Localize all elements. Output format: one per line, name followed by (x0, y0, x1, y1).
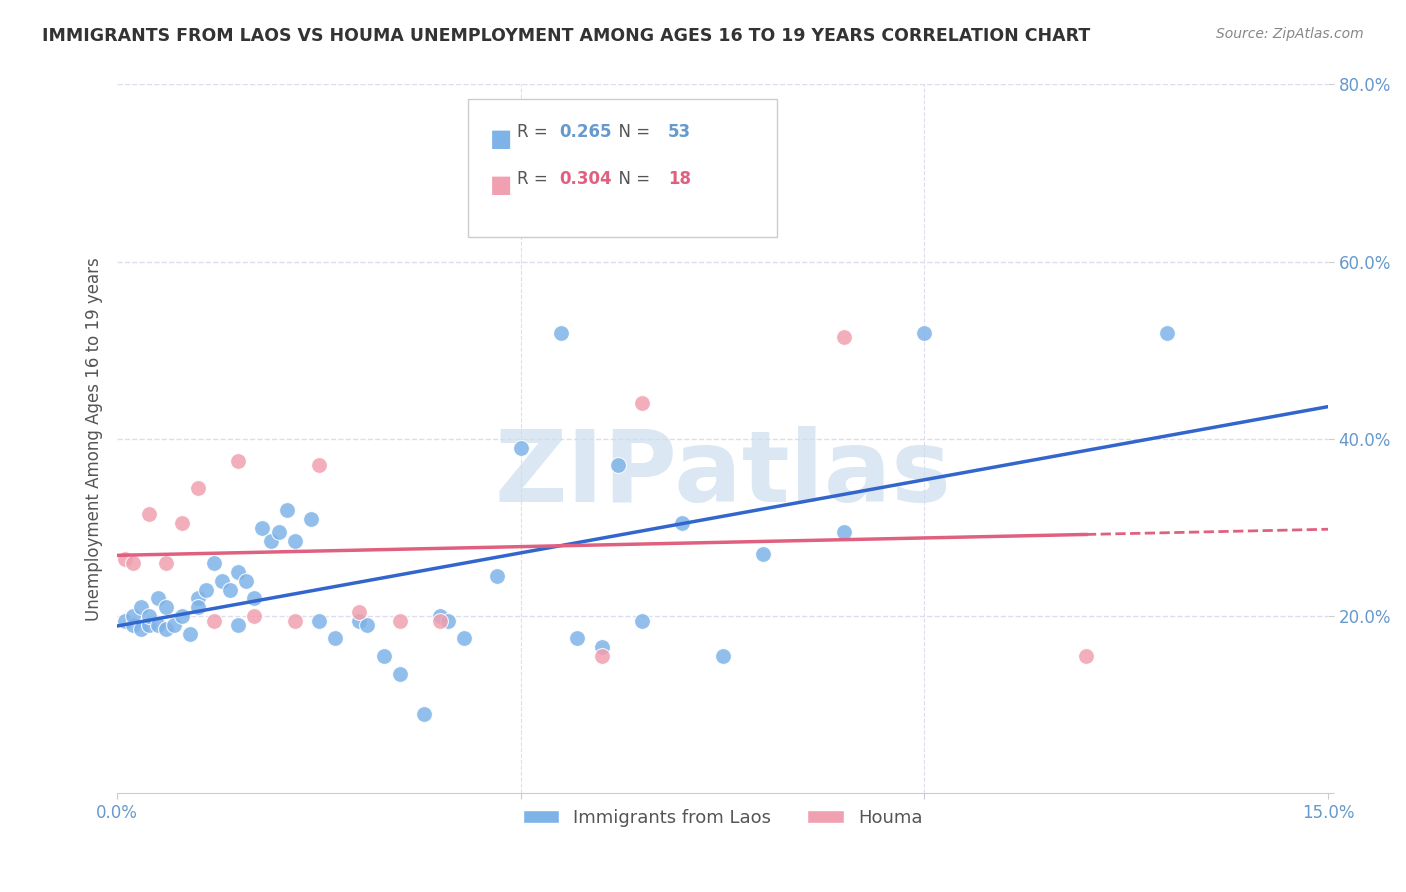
Text: 18: 18 (668, 169, 692, 187)
Point (429, 609, 451, 624)
Point (752, 547, 775, 561)
Point (226, 618, 249, 632)
Point (202, 614, 225, 628)
Point (226, 454, 249, 468)
Text: R =: R = (517, 169, 553, 187)
Text: Source: ZipAtlas.com: Source: ZipAtlas.com (1216, 27, 1364, 41)
Point (235, 574, 257, 588)
Point (356, 618, 378, 632)
Point (138, 507, 160, 521)
Text: ZIPatlas: ZIPatlas (494, 425, 950, 523)
Text: 0.304: 0.304 (560, 169, 612, 187)
Point (832, 524, 855, 539)
Point (308, 614, 330, 628)
Point (1074, 648, 1097, 663)
Point (243, 609, 266, 624)
Point (114, 614, 136, 628)
Point (631, 614, 654, 628)
Text: N =: N = (607, 123, 655, 142)
Point (170, 516, 193, 530)
Point (388, 614, 411, 628)
Y-axis label: Unemployment Among Ages 16 to 19 years: Unemployment Among Ages 16 to 19 years (86, 257, 103, 621)
Text: 53: 53 (668, 123, 692, 142)
Point (323, 632, 346, 646)
Point (509, 441, 531, 455)
Text: IMMIGRANTS FROM LAOS VS HOUMA UNEMPLOYMENT AMONG AGES 16 TO 19 YEARS CORRELATION: IMMIGRANTS FROM LAOS VS HOUMA UNEMPLOYME… (42, 27, 1091, 45)
Point (195, 582, 218, 597)
Point (114, 551, 136, 566)
Legend: Immigrants from Laos, Houma: Immigrants from Laos, Houma (516, 802, 929, 834)
Point (131, 623, 153, 637)
Point (252, 520, 274, 534)
Text: ■: ■ (491, 173, 513, 197)
Point (146, 618, 169, 632)
Point (914, 326, 936, 340)
Point (591, 640, 613, 654)
Point (631, 396, 654, 410)
Point (131, 600, 153, 615)
Point (138, 618, 160, 632)
Text: N =: N = (607, 169, 655, 187)
Point (187, 481, 209, 495)
Point (122, 618, 145, 632)
Point (179, 627, 201, 641)
Point (373, 648, 395, 663)
Point (299, 511, 322, 525)
Point (243, 591, 266, 606)
Point (308, 458, 330, 473)
Point (187, 591, 209, 606)
Point (453, 632, 475, 646)
Point (187, 600, 209, 615)
Point (550, 326, 572, 340)
Point (349, 614, 371, 628)
Point (163, 618, 186, 632)
Point (429, 614, 451, 628)
Point (388, 666, 411, 681)
Point (711, 648, 734, 663)
Point (349, 605, 371, 619)
Point (671, 516, 693, 530)
Point (122, 609, 145, 624)
Point (591, 648, 613, 663)
Point (122, 556, 145, 570)
Text: R =: R = (517, 123, 553, 142)
Point (146, 591, 169, 606)
Text: ■: ■ (491, 127, 513, 151)
Point (138, 609, 160, 624)
Point (155, 556, 177, 570)
Point (259, 533, 281, 548)
Point (170, 609, 193, 624)
Point (155, 623, 177, 637)
Point (202, 556, 225, 570)
Point (284, 533, 307, 548)
Point (606, 458, 628, 473)
Text: 0.265: 0.265 (560, 123, 612, 142)
Point (155, 600, 177, 615)
FancyBboxPatch shape (468, 99, 778, 237)
Point (284, 614, 307, 628)
Point (567, 632, 589, 646)
Point (485, 569, 508, 583)
Point (1156, 326, 1178, 340)
Point (267, 524, 290, 539)
Point (226, 565, 249, 579)
Point (211, 574, 233, 588)
Point (276, 503, 298, 517)
Point (413, 706, 436, 721)
Point (832, 330, 855, 344)
Point (219, 582, 242, 597)
Point (437, 614, 460, 628)
